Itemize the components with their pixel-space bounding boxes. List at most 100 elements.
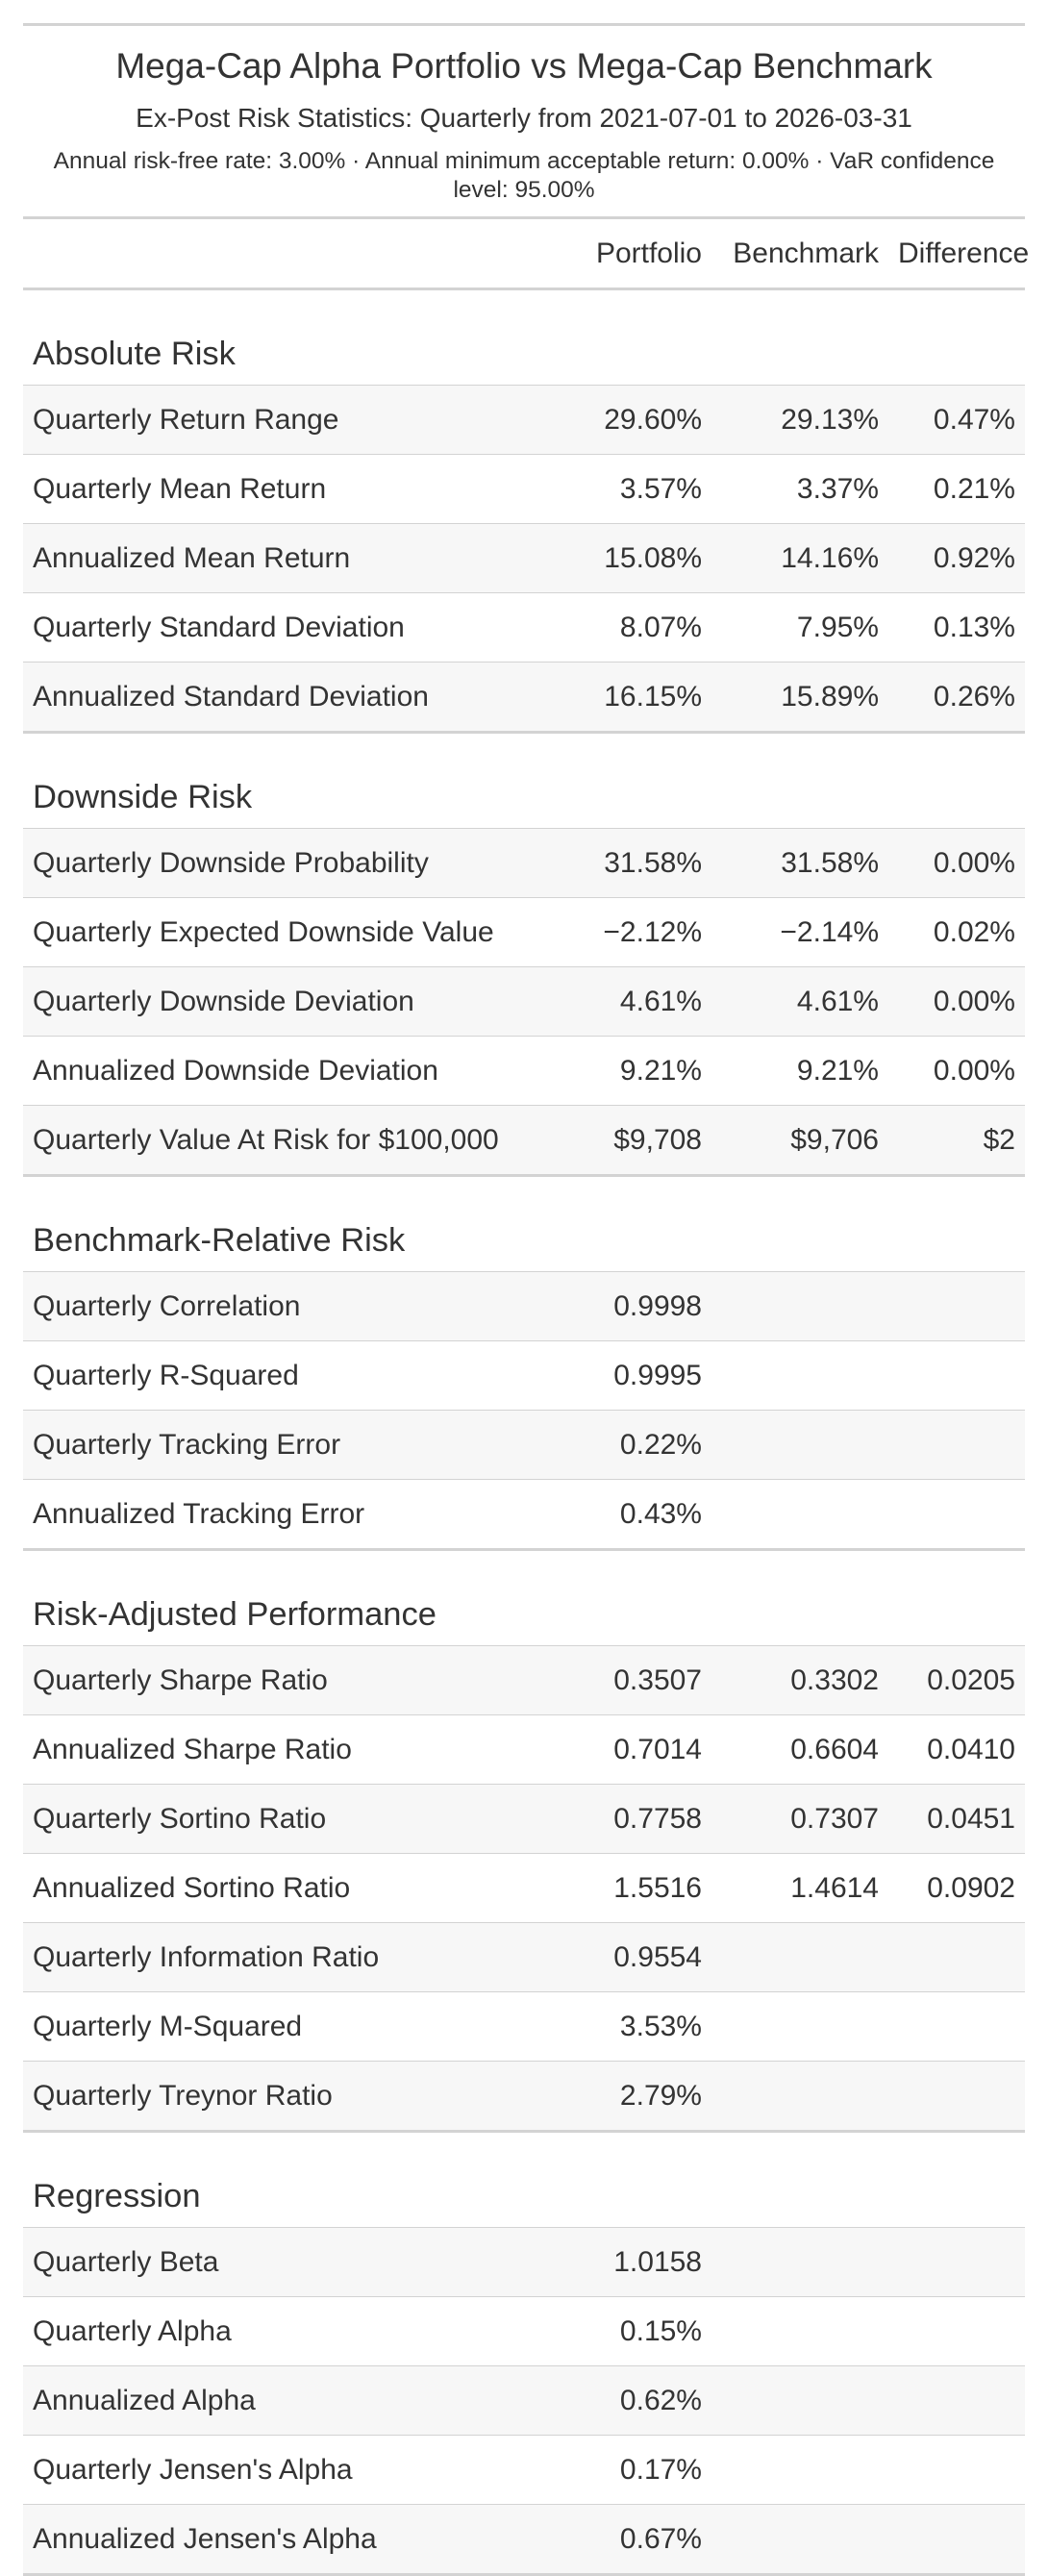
- column-header-row: Portfolio Benchmark Difference: [23, 219, 1029, 290]
- portfolio-value: 0.22%: [554, 1410, 711, 1480]
- portfolio-value: 0.62%: [554, 2365, 711, 2436]
- benchmark-value: [711, 2504, 888, 2576]
- table-row: Quarterly Return Range 29.60% 29.13% 0.47%: [23, 385, 1025, 455]
- benchmark-value: 7.95%: [711, 592, 888, 663]
- table-row: Quarterly Downside Deviation 4.61% 4.61% 0.…: [23, 966, 1025, 1037]
- table-row: Quarterly M-Squared 3.53%: [23, 1991, 1025, 2062]
- report-subtitle: Ex-Post Risk Statistics: Quarterly from …: [136, 103, 912, 133]
- difference-value: 0.0205: [888, 1645, 1025, 1715]
- portfolio-value: 0.9554: [554, 1922, 711, 1992]
- row-label: Annualized Mean Return: [23, 523, 554, 593]
- portfolio-value: 0.15%: [554, 2296, 711, 2366]
- difference-value: 0.92%: [888, 523, 1025, 593]
- portfolio-value: 3.53%: [554, 1991, 711, 2062]
- portfolio-value: 2.79%: [554, 2061, 711, 2132]
- portfolio-value: 31.58%: [554, 828, 711, 898]
- difference-value: [888, 1271, 1025, 1341]
- section-title: Absolute Risk: [23, 288, 1025, 386]
- benchmark-value: 31.58%: [711, 828, 888, 898]
- portfolio-value: 0.9998: [554, 1271, 711, 1341]
- row-label: Quarterly Mean Return: [23, 454, 554, 524]
- row-label: Annualized Alpha: [23, 2365, 554, 2436]
- difference-value: 0.47%: [888, 385, 1025, 455]
- table-row: Annualized Downside Deviation 9.21% 9.21% 0…: [23, 1036, 1025, 1106]
- table-row: Quarterly Alpha 0.15%: [23, 2296, 1025, 2366]
- difference-value: 0.21%: [888, 454, 1025, 524]
- row-label: Quarterly R-Squared: [23, 1340, 554, 1411]
- portfolio-value: 0.7758: [554, 1784, 711, 1854]
- row-label: Quarterly Standard Deviation: [23, 592, 554, 663]
- table-row: Annualized Sortino Ratio 1.5516 1.4614 0.09…: [23, 1853, 1025, 1923]
- difference-value: [888, 1479, 1025, 1550]
- benchmark-value: 9.21%: [711, 1036, 888, 1106]
- difference-value: 0.0410: [888, 1714, 1025, 1785]
- row-label: Annualized Tracking Error: [23, 1479, 554, 1550]
- column-header-portfolio: Portfolio: [554, 219, 711, 290]
- difference-value: 0.0451: [888, 1784, 1025, 1854]
- portfolio-value: 0.67%: [554, 2504, 711, 2576]
- table-row: Annualized Tracking Error 0.43%: [23, 1479, 1025, 1550]
- column-header-label: [23, 219, 554, 290]
- table-row: Quarterly R-Squared 0.9995: [23, 1340, 1025, 1411]
- benchmark-value: 0.7307: [711, 1784, 888, 1854]
- benchmark-value: $9,706: [711, 1105, 888, 1176]
- benchmark-value: [711, 1271, 888, 1341]
- difference-value: [888, 1991, 1025, 2062]
- row-label: Quarterly Information Ratio: [23, 1922, 554, 1992]
- table-body: Absolute Risk Quarterly Return Range 29.60…: [23, 288, 1025, 2576]
- portfolio-value: 3.57%: [554, 454, 711, 524]
- section-header-downside-risk: Downside Risk: [23, 731, 1025, 829]
- table-row: Quarterly Standard Deviation 8.07% 7.95% 0.…: [23, 592, 1025, 663]
- difference-value: [888, 2365, 1025, 2436]
- portfolio-value: 0.17%: [554, 2435, 711, 2505]
- section-header-absolute-risk: Absolute Risk: [23, 288, 1025, 386]
- benchmark-value: [711, 1340, 888, 1411]
- row-label: Quarterly Sortino Ratio: [23, 1784, 554, 1854]
- table-row: Annualized Standard Deviation 16.15% 15.89…: [23, 662, 1025, 733]
- difference-value: $2: [888, 1105, 1025, 1176]
- portfolio-value: 16.15%: [554, 662, 711, 733]
- portfolio-value: 0.43%: [554, 1479, 711, 1550]
- row-label: Annualized Sortino Ratio: [23, 1853, 554, 1923]
- portfolio-value: 0.7014: [554, 1714, 711, 1785]
- benchmark-value: 0.3302: [711, 1645, 888, 1715]
- row-label: Quarterly M-Squared: [23, 1991, 554, 2062]
- portfolio-value: 8.07%: [554, 592, 711, 663]
- portfolio-value: 9.21%: [554, 1036, 711, 1106]
- header-rule: [23, 216, 1025, 219]
- benchmark-value: [711, 1922, 888, 1992]
- row-label: Quarterly Value At Risk for $100,000: [23, 1105, 554, 1176]
- portfolio-value: 4.61%: [554, 966, 711, 1037]
- table-row: Quarterly Correlation 0.9998: [23, 1271, 1025, 1341]
- report-title: Mega-Cap Alpha Portfolio vs Mega-Cap Ben…: [115, 46, 933, 86]
- row-label: Quarterly Beta: [23, 2227, 554, 2297]
- portfolio-value: 15.08%: [554, 523, 711, 593]
- risk-report: Mega-Cap Alpha Portfolio vs Mega-Cap Ben…: [23, 23, 1029, 2576]
- benchmark-value: 0.6604: [711, 1714, 888, 1785]
- difference-value: 0.00%: [888, 966, 1025, 1037]
- table-row: Quarterly Mean Return 3.57% 3.37% 0.21%: [23, 454, 1025, 524]
- section-title: Downside Risk: [23, 731, 1025, 829]
- portfolio-value: 29.60%: [554, 385, 711, 455]
- table-row: Quarterly Downside Probability 31.58% 31.5…: [23, 828, 1025, 898]
- row-label: Annualized Downside Deviation: [23, 1036, 554, 1106]
- row-label: Quarterly Alpha: [23, 2296, 554, 2366]
- benchmark-value: 3.37%: [711, 454, 888, 524]
- portfolio-value: −2.12%: [554, 897, 711, 967]
- benchmark-value: [711, 2365, 888, 2436]
- table-row: Quarterly Tracking Error 0.22%: [23, 1410, 1025, 1480]
- portfolio-value: 0.9995: [554, 1340, 711, 1411]
- table-row: Annualized Sharpe Ratio 0.7014 0.6604 0.041…: [23, 1714, 1025, 1785]
- difference-value: 0.00%: [888, 828, 1025, 898]
- table-row: Quarterly Value At Risk for $100,000 $9,7…: [23, 1105, 1025, 1176]
- portfolio-value: 0.3507: [554, 1645, 711, 1715]
- table-row: Quarterly Sortino Ratio 0.7758 0.7307 0.045…: [23, 1784, 1025, 1854]
- difference-value: 0.0902: [888, 1853, 1025, 1923]
- difference-value: [888, 2227, 1025, 2297]
- benchmark-value: −2.14%: [711, 897, 888, 967]
- column-header-benchmark: Benchmark: [711, 219, 888, 290]
- table-row: Quarterly Treynor Ratio 2.79%: [23, 2061, 1025, 2132]
- benchmark-value: 1.4614: [711, 1853, 888, 1923]
- difference-value: [888, 2296, 1025, 2366]
- benchmark-value: 4.61%: [711, 966, 888, 1037]
